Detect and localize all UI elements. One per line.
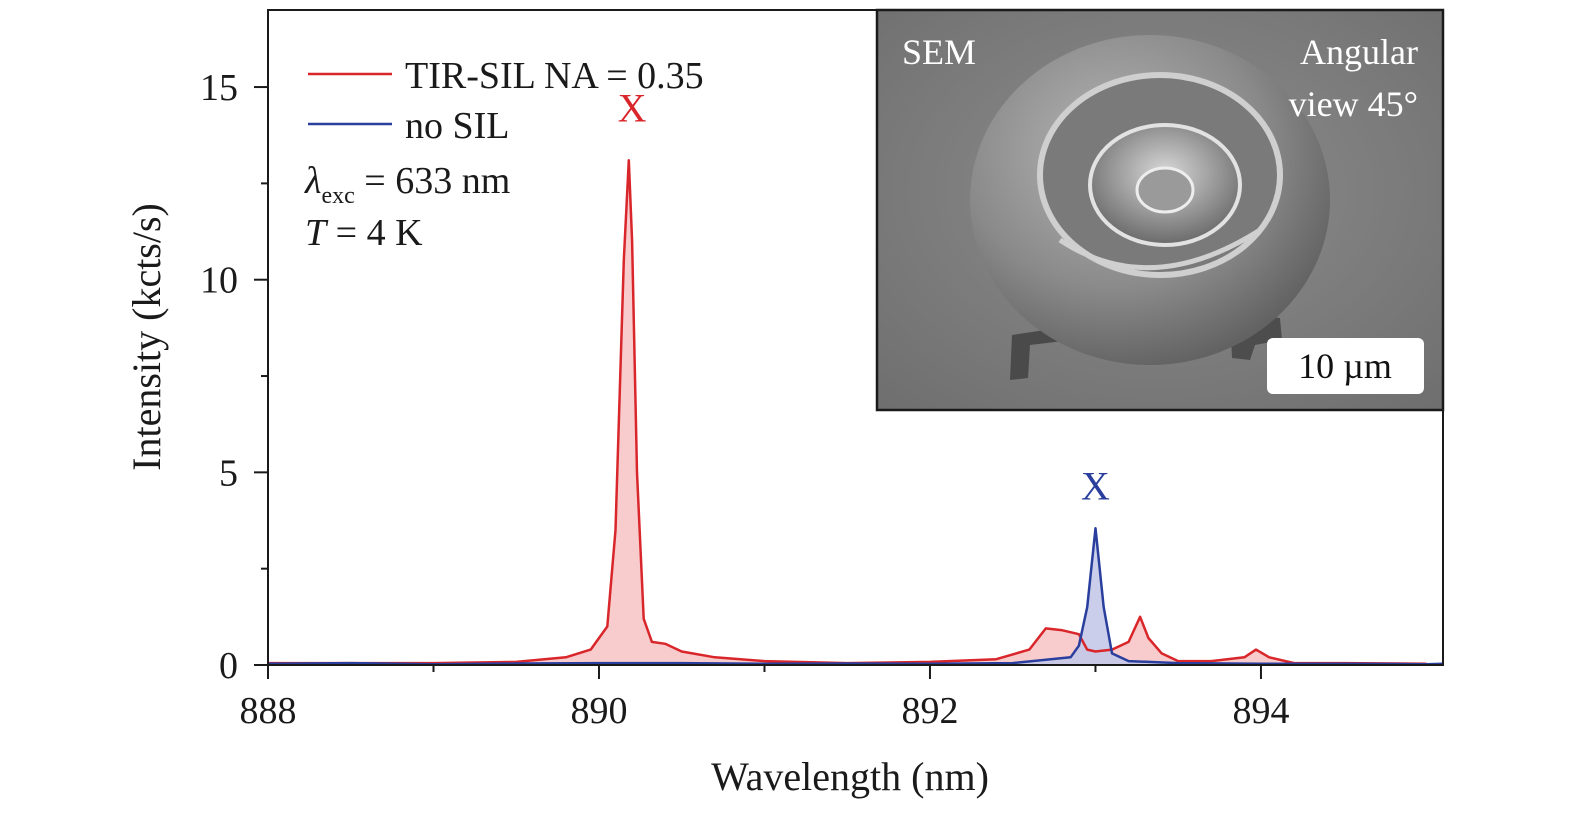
x-tick-label: 894 [1232, 690, 1289, 732]
temperature-symbol: T [305, 212, 329, 254]
legend-label-no-sil: no SIL [405, 105, 510, 147]
sem-label: SEM [902, 32, 976, 72]
series-line-0 [268, 159, 1427, 666]
axis-ticks: 888 890 892 894 0 5 10 15 [200, 67, 1289, 732]
sem-inset: SEM Angular view 45° 10 µm [875, 8, 1445, 412]
peak-label-no-sil: X [1081, 463, 1110, 508]
x-tick-label: 892 [901, 690, 958, 732]
scale-bar-label: 10 µm [1298, 346, 1392, 386]
lambda-symbol: λ [304, 160, 321, 202]
lambda-line: λexc = 633 nm [304, 160, 510, 209]
legend-label-tir-sil: TIR-SIL NA = 0.35 [405, 55, 704, 97]
x-tick-label: 888 [240, 690, 297, 732]
peak-label-tir-sil: X [618, 86, 647, 131]
temperature-line: T = 4 K [305, 212, 423, 254]
y-tick-label: 15 [200, 67, 238, 109]
series-fill-1 [268, 528, 1443, 665]
series-lines [267, 159, 1444, 666]
y-axis-title: Intensity (kcts/s) [124, 203, 169, 471]
lambda-subscript: exc [321, 183, 354, 209]
x-axis-title: Wavelength (nm) [711, 754, 989, 799]
lambda-value: = 633 nm [355, 160, 511, 202]
scale-bar-box [1267, 338, 1424, 394]
x-tick-label: 890 [570, 690, 627, 732]
y-tick-label: 0 [219, 645, 238, 687]
sem-highlight [1058, 227, 1262, 271]
view-label-line2: view 45° [1289, 84, 1418, 124]
sem-center [1135, 166, 1195, 214]
series-line-1 [267, 526, 1444, 666]
conditions-note: λexc = 633 nm T = 4 K [304, 160, 510, 254]
view-label-line1: Angular [1300, 32, 1418, 72]
temperature-value: = 4 K [326, 212, 423, 254]
y-tick-label: 5 [219, 452, 238, 494]
legend: TIR-SIL NA = 0.35 no SIL [308, 55, 704, 147]
y-tick-label: 10 [200, 260, 238, 302]
